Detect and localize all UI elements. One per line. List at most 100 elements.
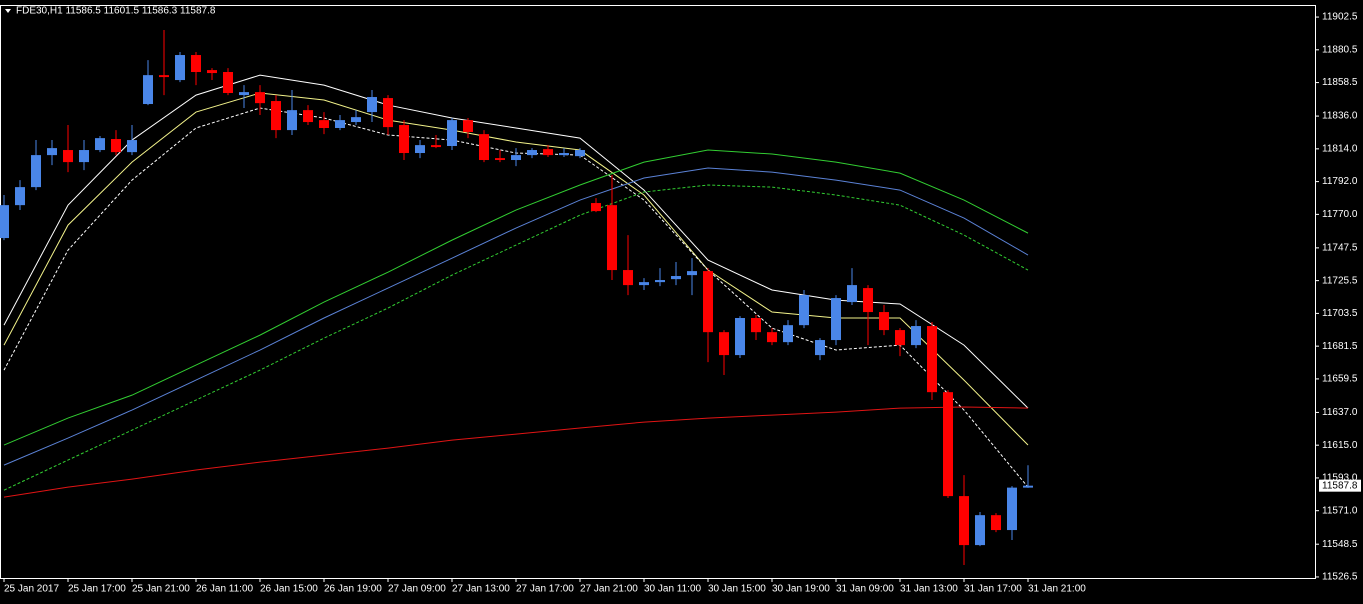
moving-average-line — [3, 167, 1029, 466]
menu-triangle[interactable] — [5, 9, 11, 13]
candle-body — [863, 288, 873, 313]
candle-body — [255, 92, 265, 104]
candle-body — [719, 332, 729, 356]
y-tick-label: 11770.0 — [1322, 209, 1358, 220]
candle-body — [447, 120, 457, 147]
moving-average-line — [3, 149, 1029, 446]
candle-body — [495, 158, 505, 161]
candle-body — [543, 149, 553, 156]
candle-body — [559, 153, 569, 156]
candle-body — [911, 326, 921, 346]
candle-body — [95, 138, 105, 151]
candle-body — [767, 332, 777, 343]
y-tick-label: 11637.0 — [1322, 407, 1358, 418]
x-tick-label: 26 Jan 11:00 — [196, 584, 254, 595]
price-label: 11587.8 — [1322, 480, 1358, 491]
candle-body — [127, 140, 137, 153]
x-tick-label: 25 Jan 2017 — [4, 584, 59, 595]
candle-body — [687, 271, 697, 276]
moving-average-line — [3, 406, 1029, 498]
y-tick-label: 11526.5 — [1322, 572, 1358, 583]
candle-body — [287, 110, 297, 131]
candle-body — [959, 496, 969, 546]
candle-body — [799, 295, 809, 326]
candle-body — [175, 55, 185, 81]
candle-body — [319, 120, 329, 128]
y-tick-label: 11548.5 — [1322, 539, 1358, 550]
candle-body — [735, 318, 745, 356]
candle-body — [831, 298, 841, 341]
candle-body — [1023, 485, 1033, 488]
x-tick-label: 26 Jan 15:00 — [260, 584, 318, 595]
candle-body — [47, 148, 57, 156]
candle-body — [159, 75, 169, 78]
candle-body — [991, 515, 1001, 531]
candle-body — [111, 139, 121, 153]
candle-body — [303, 110, 313, 123]
candle-body — [655, 280, 665, 283]
candle-body — [527, 150, 537, 156]
y-tick-label: 11902.5 — [1322, 12, 1358, 23]
y-tick-label: 11615.0 — [1322, 440, 1358, 451]
candle-body — [223, 72, 233, 94]
candle-body — [815, 340, 825, 356]
y-tick-label: 11747.5 — [1322, 243, 1358, 254]
candle-body — [703, 271, 713, 333]
y-tick-label: 11880.5 — [1322, 44, 1358, 55]
x-tick-label: 25 Jan 17:00 — [68, 584, 126, 595]
candle-body — [335, 120, 345, 128]
y-tick-label: 11593.0 — [1322, 473, 1358, 484]
candle-body — [239, 92, 249, 96]
chart-title: FDE30,H1 11586.5 11601.5 11586.3 11587.8 — [16, 6, 216, 17]
candle-body — [463, 120, 473, 133]
x-tick-label: 31 Jan 09:00 — [836, 584, 894, 595]
price-label-box — [1319, 479, 1361, 492]
moving-average-line — [3, 92, 1029, 446]
candle-body — [383, 98, 393, 128]
y-tick-label: 11725.5 — [1322, 275, 1358, 286]
y-tick-label: 11858.5 — [1322, 77, 1358, 88]
candle-body — [591, 203, 601, 212]
moving-average-line — [3, 184, 1029, 491]
y-tick-label: 11659.5 — [1322, 374, 1358, 385]
candle-body — [783, 325, 793, 343]
candle-body — [399, 125, 409, 154]
candle-body — [63, 150, 73, 163]
candle-body — [511, 155, 521, 161]
candle-body — [639, 282, 649, 286]
candle-body — [31, 155, 41, 188]
x-tick-label: 30 Jan 19:00 — [772, 584, 830, 595]
candle-body — [751, 318, 761, 333]
x-tick-label: 27 Jan 13:00 — [452, 584, 510, 595]
candle-body — [879, 312, 889, 331]
candle-body — [351, 117, 361, 123]
plot-frame — [0, 5, 1316, 579]
y-tick-label: 11703.5 — [1322, 308, 1358, 319]
x-tick-label: 31 Jan 13:00 — [900, 584, 958, 595]
y-tick-label: 11814.0 — [1322, 143, 1358, 154]
y-tick-label: 11836.0 — [1322, 111, 1358, 122]
candle-body — [15, 187, 25, 206]
candle-body — [943, 392, 953, 497]
y-tick-label: 11681.5 — [1322, 341, 1358, 352]
candle-body — [479, 134, 489, 161]
x-tick-label: 31 Jan 21:00 — [1028, 584, 1086, 595]
candle-body — [207, 70, 217, 74]
candle-body — [671, 276, 681, 280]
candle-body — [623, 270, 633, 286]
x-tick-label: 25 Jan 21:00 — [132, 584, 190, 595]
candle-body — [271, 101, 281, 131]
candle-body — [191, 55, 201, 73]
x-tick-label: 31 Jan 17:00 — [964, 584, 1022, 595]
candle-body — [431, 145, 441, 148]
candle-body — [607, 205, 617, 271]
candle-body — [975, 515, 985, 546]
candle-body — [0, 205, 9, 239]
candle-body — [143, 75, 153, 105]
candle-body — [415, 145, 425, 154]
y-tick-label: 11571.0 — [1322, 505, 1358, 516]
x-tick-label: 26 Jan 19:00 — [324, 584, 382, 595]
x-tick-label: 27 Jan 09:00 — [388, 584, 446, 595]
